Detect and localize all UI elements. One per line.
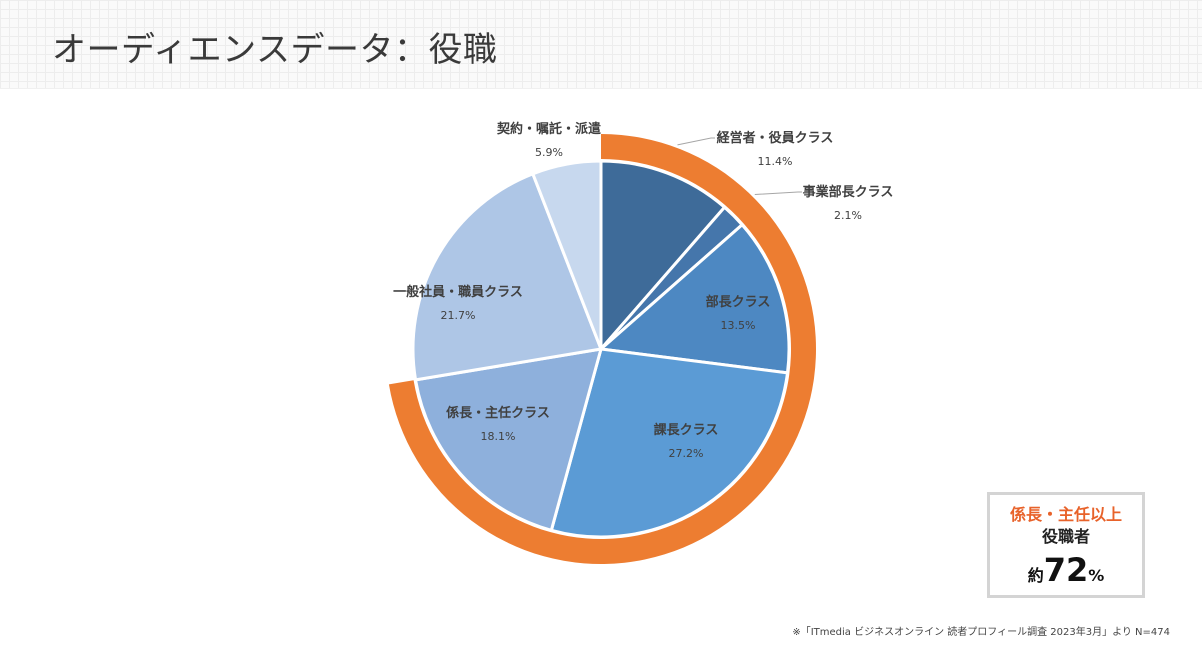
callout-subheading: 役職者: [1041, 527, 1090, 546]
leader-line-2: [754, 191, 802, 195]
pie-slice-4: [549, 347, 789, 539]
slice-labels: 経営者・役員クラス 11.4% 事業部長クラス 2.1% 部長クラス 13.5% 課長クラス…: [393, 121, 893, 460]
pie-slice-6: [411, 172, 603, 382]
slice-label-5: 係長・主任クラス: [446, 405, 550, 421]
slice-value-1: 11.4%: [758, 155, 793, 168]
slice-value-6: 21.7%: [441, 309, 476, 322]
pie-slice-5: [414, 347, 603, 532]
slice-value-7: 5.9%: [535, 146, 563, 159]
source-note: ※「ITmedia ビジネスオンライン 読者プロフィール調査 2023年3月」よ…: [792, 627, 1170, 638]
slice-label-6: 一般社員・職員クラス: [393, 284, 523, 300]
slice-label-7: 契約・嘱託・派遣: [496, 121, 601, 137]
slice-value-4: 27.2%: [669, 447, 704, 460]
slice-value-2: 2.1%: [834, 209, 862, 222]
slice-label-4: 課長クラス: [654, 422, 719, 438]
leader-line-1: [677, 137, 715, 146]
pie-slice-7: [531, 159, 603, 351]
page-title: オーディエンスデータ：役職: [52, 30, 498, 70]
slice-label-2: 事業部長クラス: [803, 184, 894, 200]
callout-suffix: %: [1088, 566, 1105, 585]
slice-label-3: 部長クラス: [706, 294, 771, 310]
callout-number: 72: [1043, 551, 1089, 589]
pie-slice-1: [599, 159, 727, 351]
pie-slices: [411, 159, 791, 539]
callout-value: 約72%: [990, 551, 1142, 589]
pie-slice-3: [599, 223, 791, 375]
slice-value-5: 18.1%: [481, 430, 516, 443]
slice-value-3: 13.5%: [721, 319, 756, 332]
callout-heading: 係長・主任以上: [1009, 505, 1122, 524]
callout-prefix: 約: [1027, 566, 1044, 585]
summary-callout: 係長・主任以上 役職者 約72%: [987, 492, 1145, 598]
header-divider: [0, 88, 1202, 89]
leader-lines: [677, 137, 802, 195]
header-background: [0, 0, 1202, 88]
slice-label-1: 経営者・役員クラス: [717, 130, 834, 146]
